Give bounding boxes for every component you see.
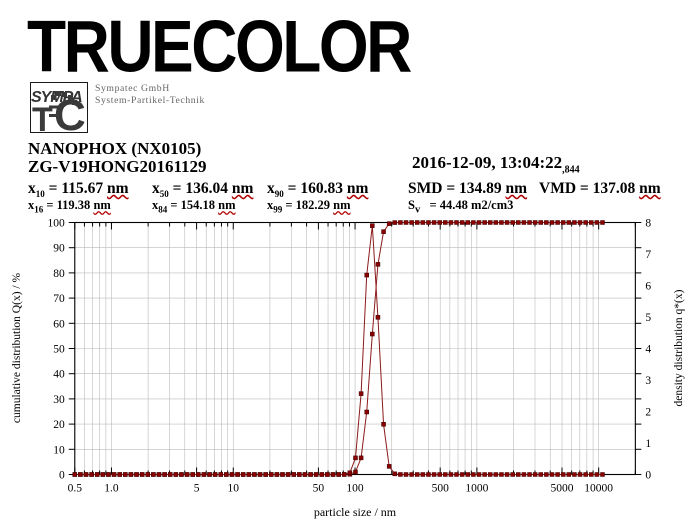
svg-text:5: 5 xyxy=(194,483,200,495)
svg-text:40: 40 xyxy=(53,369,65,381)
svg-text:0: 0 xyxy=(645,470,651,482)
svg-text:5000: 5000 xyxy=(551,483,574,495)
svg-text:100: 100 xyxy=(346,483,364,495)
svg-text:2: 2 xyxy=(645,407,651,419)
svg-text:0: 0 xyxy=(59,470,65,482)
svg-text:0.5: 0.5 xyxy=(68,483,83,495)
svg-text:50: 50 xyxy=(313,483,325,495)
svg-text:100: 100 xyxy=(48,218,66,230)
svg-text:60: 60 xyxy=(53,318,65,330)
svg-text:10000: 10000 xyxy=(584,483,613,495)
svg-text:particle size / nm: particle size / nm xyxy=(314,505,397,519)
svg-text:50: 50 xyxy=(53,344,65,356)
svg-text:1000: 1000 xyxy=(465,483,488,495)
svg-text:10: 10 xyxy=(228,483,240,495)
svg-text:8: 8 xyxy=(645,218,651,230)
svg-text:5: 5 xyxy=(645,312,651,324)
svg-text:80: 80 xyxy=(53,268,65,280)
svg-text:3: 3 xyxy=(645,375,651,387)
svg-text:cumulative distribution Q(x) /: cumulative distribution Q(x) / % xyxy=(11,273,23,424)
svg-text:20: 20 xyxy=(53,419,65,431)
svg-text:7: 7 xyxy=(645,249,651,261)
svg-text:30: 30 xyxy=(53,394,65,406)
svg-text:500: 500 xyxy=(432,483,450,495)
svg-text:1: 1 xyxy=(645,438,651,450)
svg-text:70: 70 xyxy=(53,293,65,305)
svg-text:density distribution q*(x): density distribution q*(x) xyxy=(673,289,685,406)
svg-text:90: 90 xyxy=(53,243,65,255)
svg-text:10: 10 xyxy=(53,444,65,456)
svg-text:1.0: 1.0 xyxy=(104,483,119,495)
svg-text:4: 4 xyxy=(645,344,651,356)
svg-text:6: 6 xyxy=(645,281,651,293)
